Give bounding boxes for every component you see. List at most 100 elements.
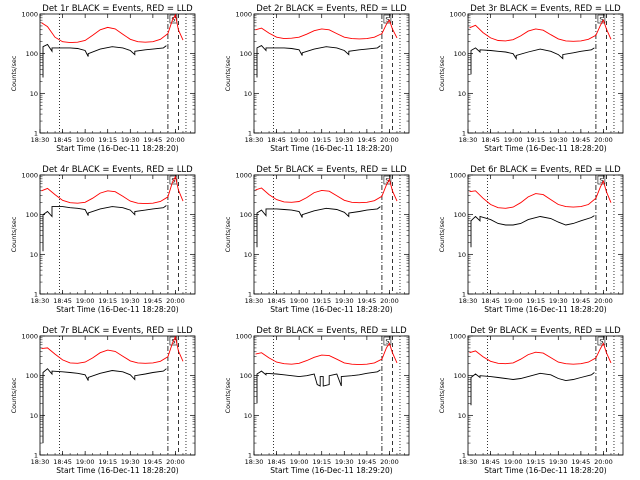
x-tick-label: 19:30 bbox=[335, 136, 354, 144]
events-series-line bbox=[470, 47, 595, 75]
x-tick-label: 18:45 bbox=[53, 136, 72, 144]
x-tick-label: 19:00 bbox=[76, 136, 95, 144]
x-tick-label: 19:45 bbox=[357, 297, 376, 305]
y-axis-label: Counts/sec bbox=[10, 55, 18, 91]
y-tick-label: 1 bbox=[462, 130, 466, 138]
x-tick-label: 19:00 bbox=[290, 458, 309, 466]
x-axis-label: Start Time (16-Dec-11 18:28:20) bbox=[56, 305, 178, 314]
detector-panel: Det 6r BLACK = Events, RED = LLD Counts/s… bbox=[438, 165, 624, 314]
x-tick-label: 20:00 bbox=[166, 458, 185, 466]
x-axis-label: Start Time (16-Dec-11 18:28:20) bbox=[56, 466, 178, 475]
y-axis-label: Counts/sec bbox=[438, 216, 446, 252]
x-tick-label: 20:00 bbox=[380, 458, 399, 466]
panel-title: Det 9r BLACK = Events, RED = LLD bbox=[470, 326, 621, 336]
lld-series-line bbox=[255, 19, 398, 40]
x-tick-label: 19:45 bbox=[143, 297, 162, 305]
x-tick-label: 19:15 bbox=[312, 136, 331, 144]
events-series-line bbox=[470, 372, 595, 406]
x-tick-label: 19:00 bbox=[290, 297, 309, 305]
x-tick-label: 18:30 bbox=[459, 136, 478, 144]
plot-frame bbox=[39, 335, 196, 456]
y-axis-label: Counts/sec bbox=[438, 377, 446, 413]
annotation-label: S bbox=[599, 177, 603, 185]
annotation-label: S bbox=[599, 16, 603, 24]
panel-title: Det 2r BLACK = Events, RED = LLD bbox=[256, 4, 407, 14]
panel-title: Det 8r BLACK = Events, RED = LLD bbox=[256, 326, 407, 336]
detector-panel: Det 3r BLACK = Events, RED = LLD Counts/s… bbox=[438, 4, 624, 153]
y-axis-label: Counts/sec bbox=[10, 377, 18, 413]
x-tick-label: 19:45 bbox=[357, 458, 376, 466]
x-tick-label: 20:00 bbox=[594, 458, 613, 466]
lld-series-line bbox=[41, 175, 184, 205]
y-tick-label: 1000 bbox=[235, 11, 252, 19]
x-tick-label: 18:45 bbox=[267, 136, 286, 144]
x-tick-label: 18:45 bbox=[481, 297, 500, 305]
annotation-label: S bbox=[385, 16, 389, 24]
y-tick-label: 1 bbox=[34, 291, 38, 299]
annotation-label: S bbox=[385, 338, 389, 346]
detector-panel: Det 4r BLACK = Events, RED = LLD Counts/s… bbox=[10, 165, 196, 314]
events-series-line bbox=[470, 215, 595, 248]
plot-frame bbox=[253, 174, 410, 295]
panel-title: Det 7r BLACK = Events, RED = LLD bbox=[42, 326, 193, 336]
annotation-label: S bbox=[171, 16, 175, 24]
events-series-line bbox=[42, 43, 167, 78]
x-tick-label: 19:45 bbox=[143, 458, 162, 466]
x-axis-label: Start Time (16-Dec-11 18:28:20) bbox=[484, 305, 606, 314]
plot-frame bbox=[253, 13, 410, 134]
x-tick-label: 19:45 bbox=[357, 136, 376, 144]
x-tick-label: 19:45 bbox=[571, 458, 590, 466]
y-tick-label: 1 bbox=[34, 130, 38, 138]
y-tick-label: 1000 bbox=[449, 333, 466, 341]
x-tick-label: 19:00 bbox=[504, 458, 523, 466]
events-series-line bbox=[42, 205, 167, 252]
y-tick-label: 100 bbox=[240, 372, 252, 380]
events-series-line bbox=[256, 206, 381, 248]
x-axis-label: Start Time (16-Dec-11 18:28:20) bbox=[270, 144, 392, 153]
panel-title: Det 5r BLACK = Events, RED = LLD bbox=[256, 165, 407, 175]
x-tick-label: 18:45 bbox=[267, 458, 286, 466]
events-series-line bbox=[42, 368, 167, 444]
x-axis-label: Start Time (16-Dec-11 18:28:20) bbox=[484, 144, 606, 153]
plot-frame bbox=[253, 335, 410, 456]
x-tick-label: 19:30 bbox=[335, 458, 354, 466]
x-tick-label: 20:00 bbox=[594, 297, 613, 305]
x-tick-label: 18:30 bbox=[245, 458, 264, 466]
annotation-box bbox=[169, 14, 178, 24]
x-tick-label: 19:30 bbox=[121, 458, 140, 466]
x-tick-label: 20:00 bbox=[594, 136, 613, 144]
x-tick-label: 18:45 bbox=[481, 458, 500, 466]
lld-series-line bbox=[255, 178, 398, 204]
y-tick-label: 10 bbox=[30, 90, 38, 98]
detector-panel: Det 9r BLACK = Events, RED = LLD Counts/s… bbox=[438, 326, 624, 475]
x-tick-label: 19:15 bbox=[526, 297, 545, 305]
x-tick-label: 18:45 bbox=[481, 136, 500, 144]
x-tick-label: 19:00 bbox=[504, 297, 523, 305]
y-tick-label: 100 bbox=[26, 50, 38, 58]
detector-panel: Det 8r BLACK = Events, RED = LLD Counts/s… bbox=[224, 326, 410, 475]
x-tick-label: 19:30 bbox=[549, 136, 568, 144]
y-tick-label: 100 bbox=[26, 372, 38, 380]
lld-series-line bbox=[41, 13, 184, 44]
x-tick-label: 19:45 bbox=[571, 297, 590, 305]
y-tick-label: 1000 bbox=[235, 333, 252, 341]
x-tick-label: 19:15 bbox=[526, 458, 545, 466]
x-tick-label: 18:45 bbox=[53, 458, 72, 466]
x-tick-label: 20:00 bbox=[380, 297, 399, 305]
events-series-line bbox=[256, 369, 381, 404]
x-axis-label: Start Time (16-Dec-11 18:29:20) bbox=[270, 466, 392, 475]
x-tick-label: 19:15 bbox=[98, 458, 117, 466]
y-tick-label: 1 bbox=[462, 291, 466, 299]
x-tick-label: 20:00 bbox=[380, 136, 399, 144]
x-tick-label: 19:15 bbox=[526, 136, 545, 144]
detector-panel: Det 2r BLACK = Events, RED = LLD Counts/s… bbox=[224, 4, 410, 153]
panel-title: Det 1r BLACK = Events, RED = LLD bbox=[42, 4, 193, 14]
y-axis-label: Counts/sec bbox=[224, 377, 232, 413]
plot-frame bbox=[467, 335, 624, 456]
events-series-line bbox=[256, 45, 381, 78]
y-tick-label: 10 bbox=[458, 412, 466, 420]
y-tick-label: 100 bbox=[454, 372, 466, 380]
x-tick-label: 19:45 bbox=[571, 136, 590, 144]
panel-title: Det 6r BLACK = Events, RED = LLD bbox=[470, 165, 621, 175]
y-tick-label: 10 bbox=[244, 251, 252, 259]
